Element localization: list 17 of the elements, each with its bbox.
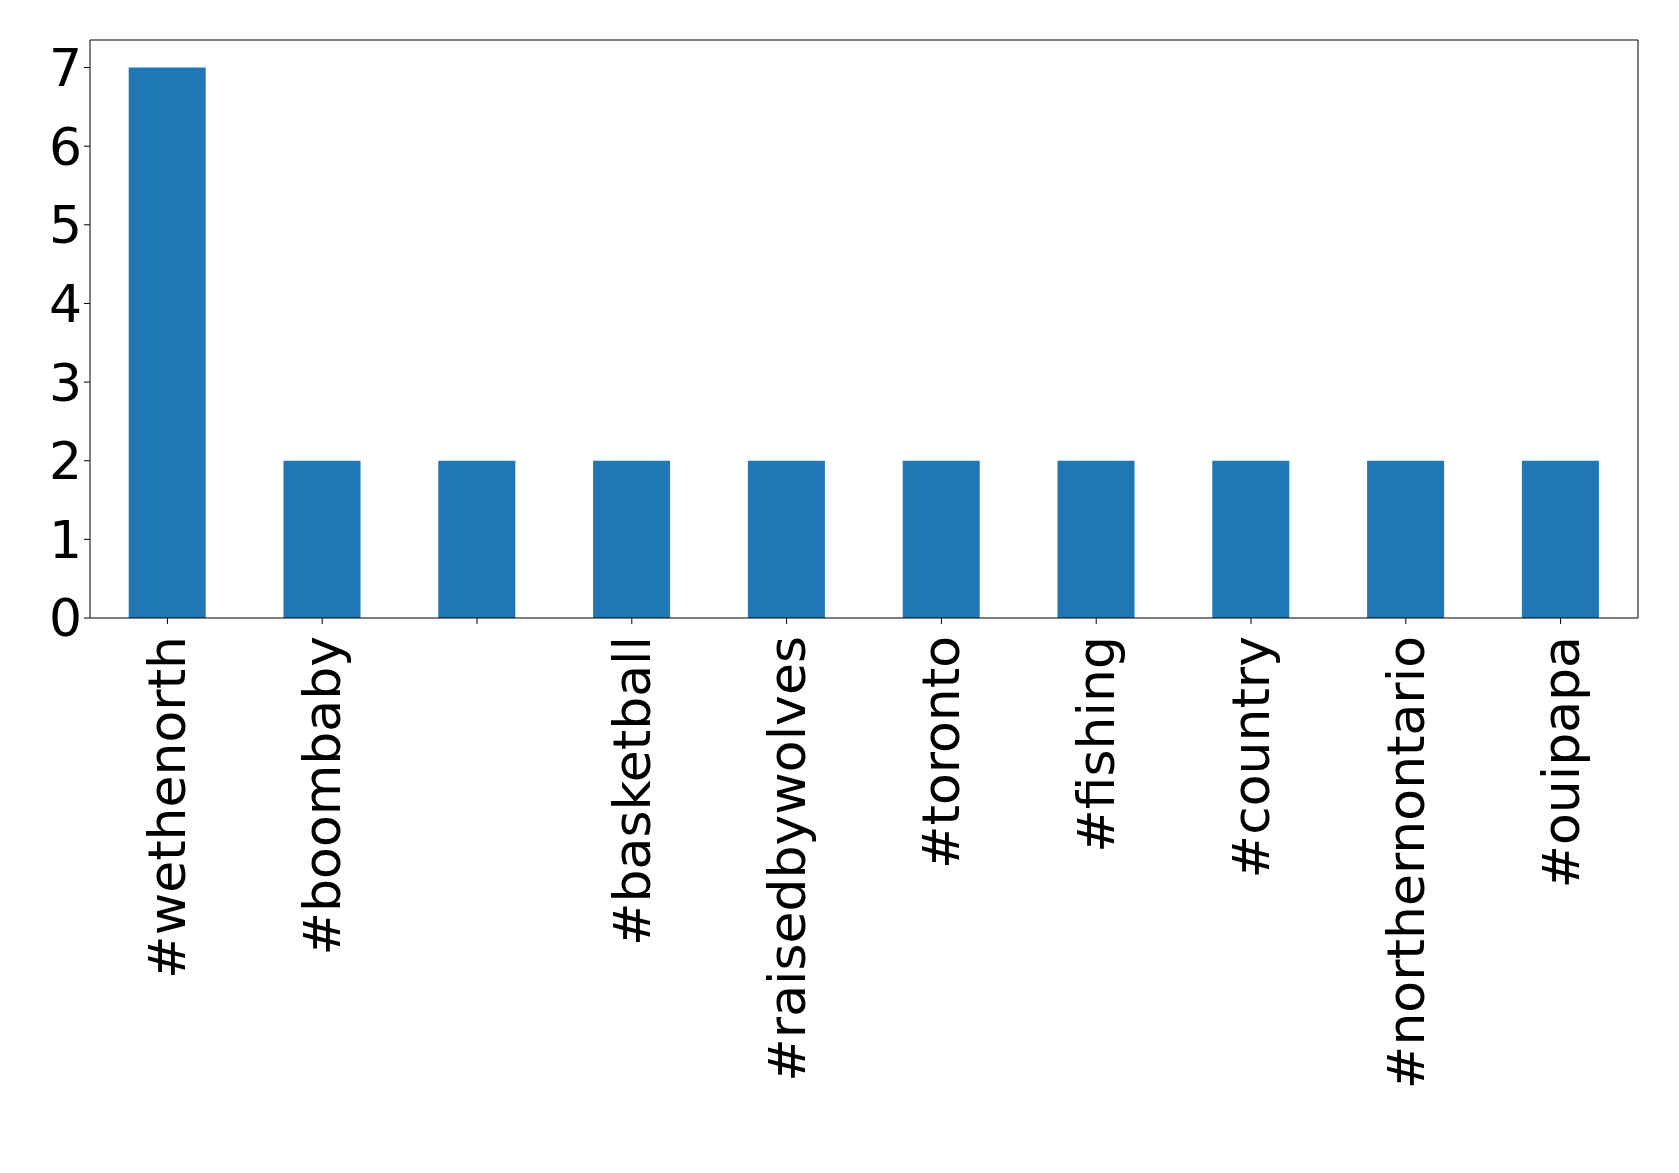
x-tick-label: #wethenorth <box>137 636 198 979</box>
x-tick-label: #northernontario <box>1375 636 1436 1090</box>
x-tick-label: #boombaby <box>292 636 353 956</box>
y-tick-label: 3 <box>48 352 82 413</box>
y-tick-label: 1 <box>48 509 82 570</box>
y-tick-label: 4 <box>48 273 82 334</box>
y-tick-label: 7 <box>48 37 82 98</box>
y-tick-label: 6 <box>48 116 82 177</box>
x-tick-label: #basketball <box>601 636 662 946</box>
x-tick-label: #country <box>1221 636 1281 879</box>
x-tick-label: #ouipapa <box>1530 636 1591 889</box>
x-tick-label: #raisedbywolves <box>756 636 817 1082</box>
x-tick-label: #toronto <box>911 636 972 869</box>
x-tick-label: #fishing <box>1066 636 1127 853</box>
y-tick-label: 5 <box>48 195 82 256</box>
y-tick-label: 0 <box>48 588 82 649</box>
y-tick-label: 2 <box>48 431 82 492</box>
